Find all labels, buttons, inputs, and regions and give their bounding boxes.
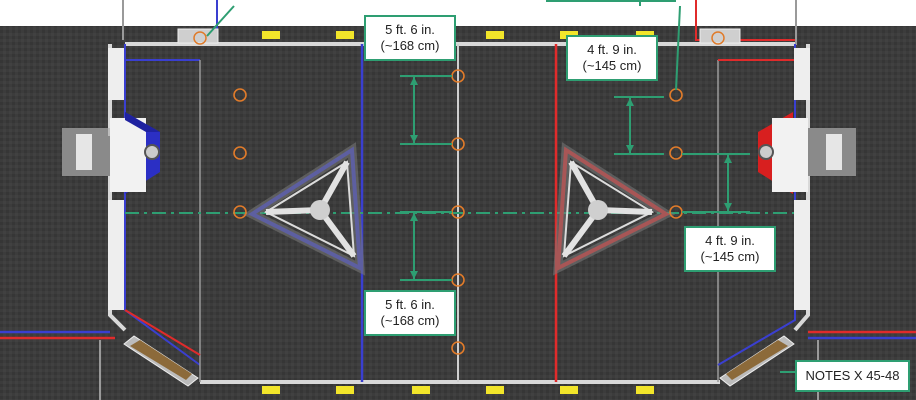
- left-wall-panels: [108, 48, 124, 310]
- dimension-lines: [400, 0, 750, 281]
- dimension-text: 4 ft. 9 in.: [587, 42, 637, 57]
- leader-line: [675, 5, 681, 91]
- note-icon: [451, 341, 465, 355]
- dimension-label-top-center: 5 ft. 6 in. (~168 cm): [364, 15, 456, 61]
- dimension-text: (~168 cm): [380, 38, 440, 53]
- dimension-label-top-right: 4 ft. 9 in. (~145 cm): [566, 35, 658, 81]
- red-stage: [552, 142, 676, 276]
- top-margin: [0, 0, 916, 26]
- red-chute: [719, 335, 795, 387]
- source-right: [699, 28, 741, 45]
- dimension-text: (~145 cm): [700, 249, 760, 264]
- leader-line: [206, 5, 235, 37]
- dimension-text: 5 ft. 6 in.: [385, 22, 435, 37]
- notes: [233, 69, 683, 355]
- notes-text: NOTES X 45-48: [805, 368, 900, 383]
- blue-speaker: [62, 112, 160, 194]
- dimension-text: 4 ft. 9 in.: [705, 233, 755, 248]
- red-speaker: [758, 112, 856, 194]
- source-left: [177, 28, 219, 45]
- note-icon: [233, 88, 247, 102]
- red-zone-line: [124, 309, 201, 356]
- right-wall-panels: [794, 48, 810, 310]
- dimension-text: (~168 cm): [380, 313, 440, 328]
- blue-chute: [123, 335, 199, 387]
- note-icon: [233, 205, 247, 219]
- notes-callout: NOTES X 45-48: [795, 360, 910, 392]
- dimension-arrows: [410, 77, 732, 279]
- dimension-text: (~145 cm): [582, 58, 642, 73]
- red-boundary-line: [695, 0, 796, 41]
- blue-stage: [242, 142, 366, 276]
- dimension-text: 5 ft. 6 in.: [385, 297, 435, 312]
- dimension-label-bottom-center: 5 ft. 6 in. (~168 cm): [364, 290, 456, 336]
- dimension-label-mid-right: 4 ft. 9 in. (~145 cm): [684, 226, 776, 272]
- note-icon: [233, 146, 247, 160]
